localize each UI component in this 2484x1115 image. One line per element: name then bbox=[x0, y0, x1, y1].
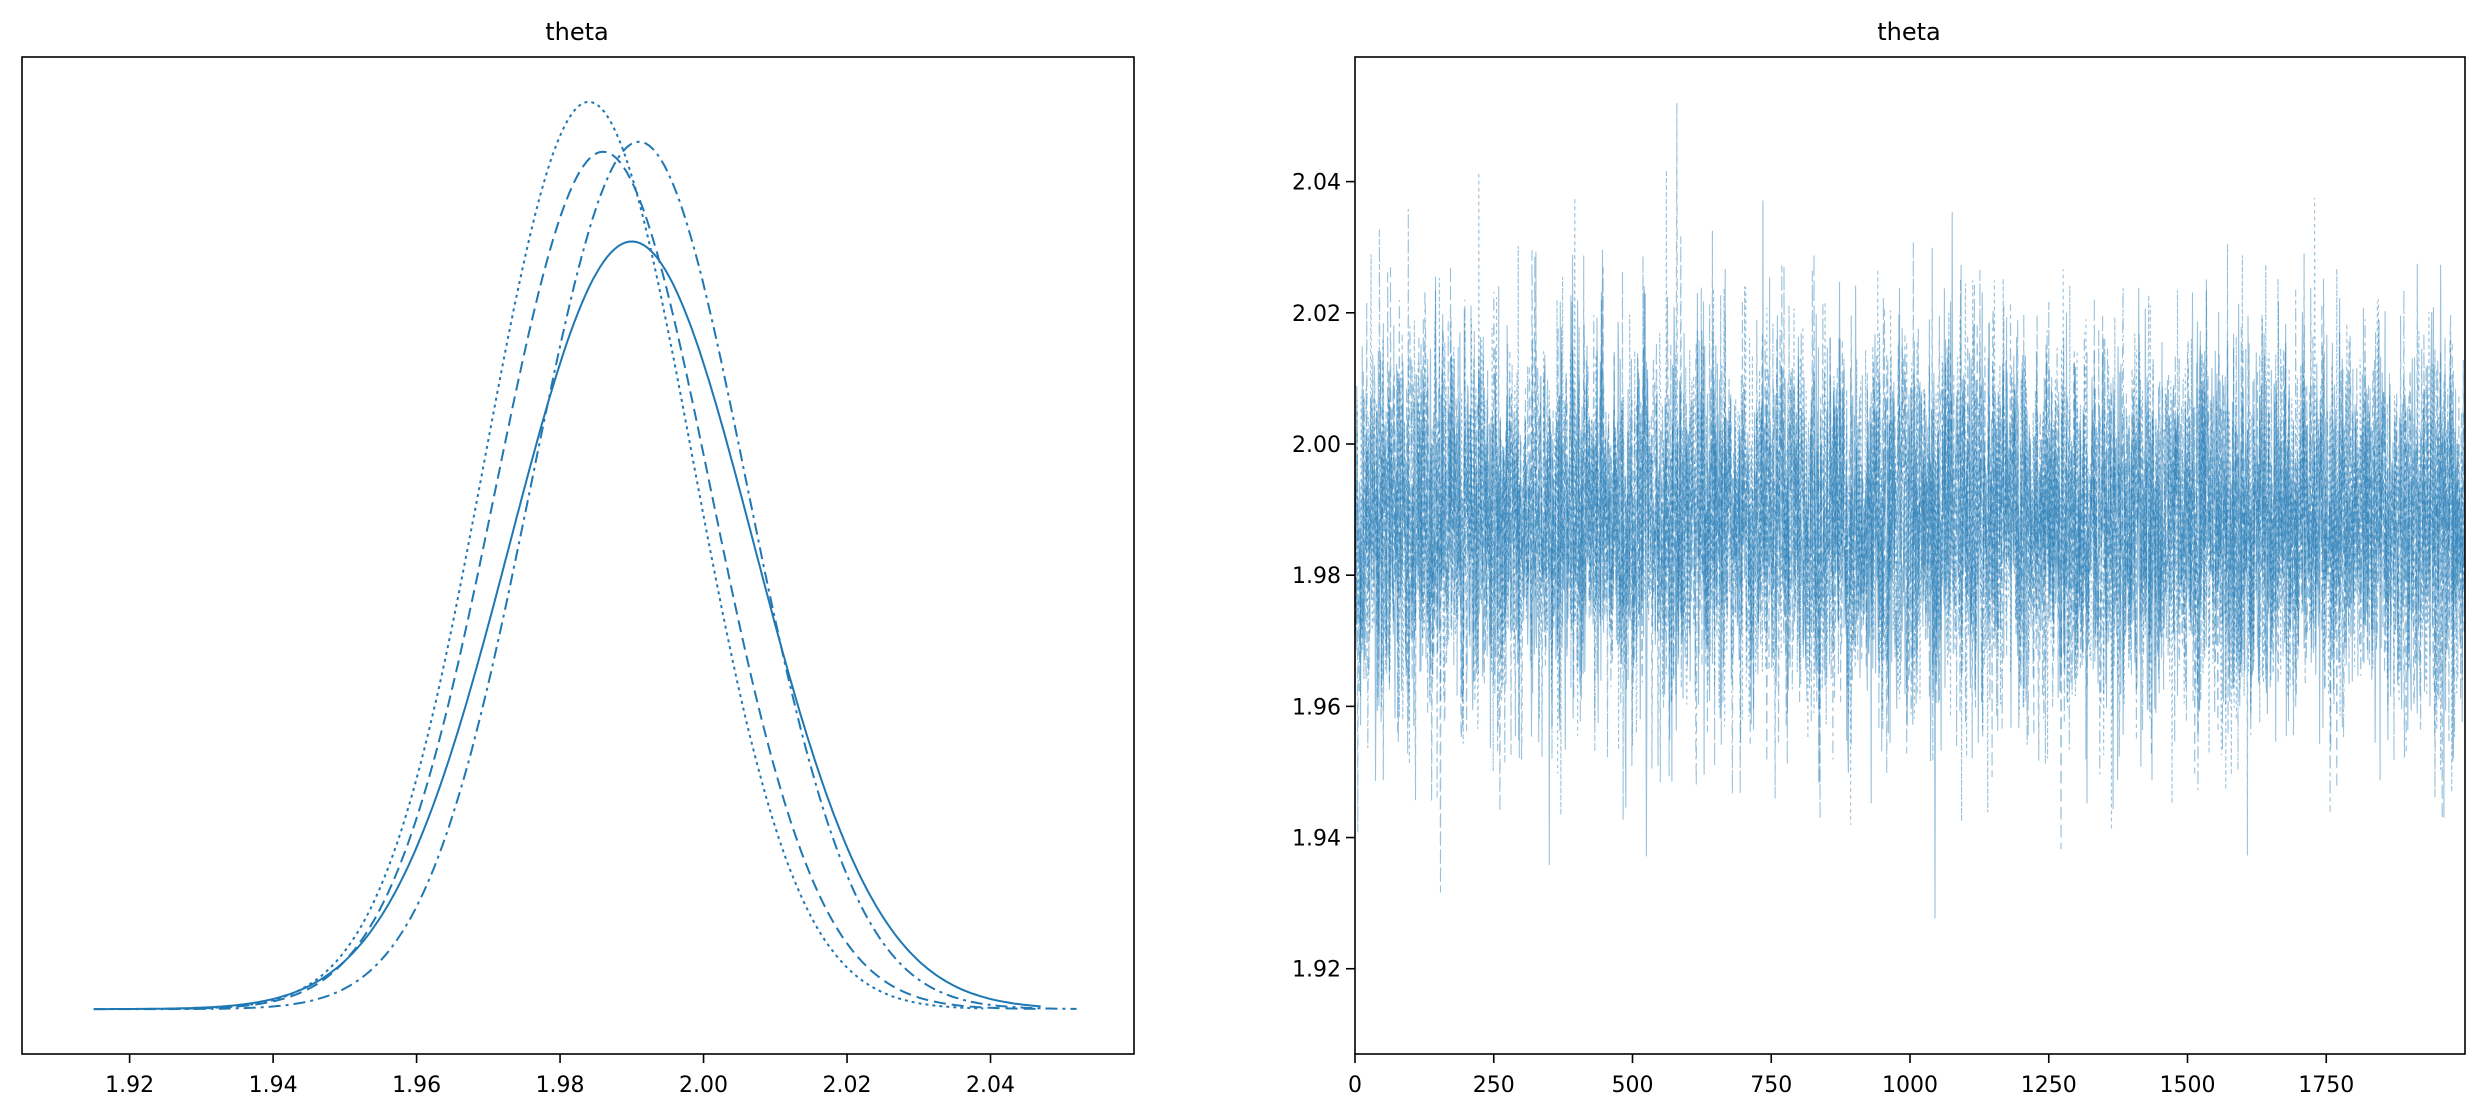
trace-chain-solid bbox=[1355, 200, 2465, 919]
kde-x-tick-label: 1.96 bbox=[392, 1073, 441, 1098]
trace-x-tick-label: 250 bbox=[1473, 1073, 1515, 1098]
trace-x-tick-label: 1000 bbox=[1882, 1073, 1938, 1098]
trace-panel: theta 0 250 500 750 1000 1250 1500 1750 1.921.9… bbox=[1292, 18, 2466, 1098]
kde-x-tick-label: 2.02 bbox=[823, 1073, 872, 1098]
trace-title: theta bbox=[1877, 18, 1941, 46]
trace-x-tick-label: 1750 bbox=[2298, 1073, 2354, 1098]
trace-y-tick-label: 1.98 bbox=[1292, 564, 1341, 589]
kde-line-solid bbox=[93, 240, 1041, 1011]
trace-y-tick-label: 2.04 bbox=[1292, 171, 1341, 196]
kde-title: theta bbox=[545, 18, 609, 46]
kde-x-tick-label: 1.98 bbox=[536, 1073, 585, 1098]
kde-line-dashdot bbox=[93, 140, 1077, 1011]
kde-x-tick-label: 2.00 bbox=[679, 1073, 728, 1098]
kde-curves bbox=[93, 100, 1077, 1011]
trace-y-tick-label: 2.00 bbox=[1292, 433, 1341, 458]
trace-lines bbox=[1355, 102, 2465, 919]
trace-y-tick-label: 1.92 bbox=[1292, 958, 1341, 983]
trace-x-tick-label: 500 bbox=[1612, 1073, 1654, 1098]
trace-chain-dotted bbox=[1355, 170, 2465, 831]
trace-y-axis: 1.92 1.94 1.96 1.98 2.00 2.02 2.04 bbox=[1292, 171, 1355, 983]
kde-line-dotted bbox=[201, 100, 984, 1010]
trace-x-axis: 0 250 500 750 1000 1250 1500 1750 bbox=[1348, 1054, 2354, 1098]
kde-line-dashed bbox=[165, 150, 1041, 1010]
trace-y-tick-label: 1.96 bbox=[1292, 695, 1341, 720]
kde-axes-frame bbox=[21, 56, 1135, 1055]
kde-x-tick-label: 1.92 bbox=[105, 1073, 154, 1098]
kde-x-tick-label: 1.94 bbox=[249, 1073, 298, 1098]
trace-x-tick-label: 1500 bbox=[2160, 1073, 2216, 1098]
trace-chain-dashdot bbox=[1355, 102, 2465, 821]
trace-y-tick-label: 2.02 bbox=[1292, 302, 1341, 327]
trace-x-tick-label: 1250 bbox=[2021, 1073, 2077, 1098]
trace-y-tick-label: 1.94 bbox=[1292, 827, 1341, 852]
kde-x-axis: 1.92 1.94 1.96 1.98 2.00 2.02 2.04 bbox=[105, 1054, 1015, 1098]
trace-x-tick-label: 750 bbox=[1750, 1073, 1792, 1098]
trace-chain-dashed bbox=[1355, 230, 2465, 893]
kde-panel: theta 1.92 1.94 1.96 1.98 2.00 2.02 2.04 bbox=[21, 18, 1135, 1098]
kde-x-tick-label: 2.04 bbox=[966, 1073, 1015, 1098]
trace-x-tick-label: 0 bbox=[1348, 1073, 1362, 1098]
